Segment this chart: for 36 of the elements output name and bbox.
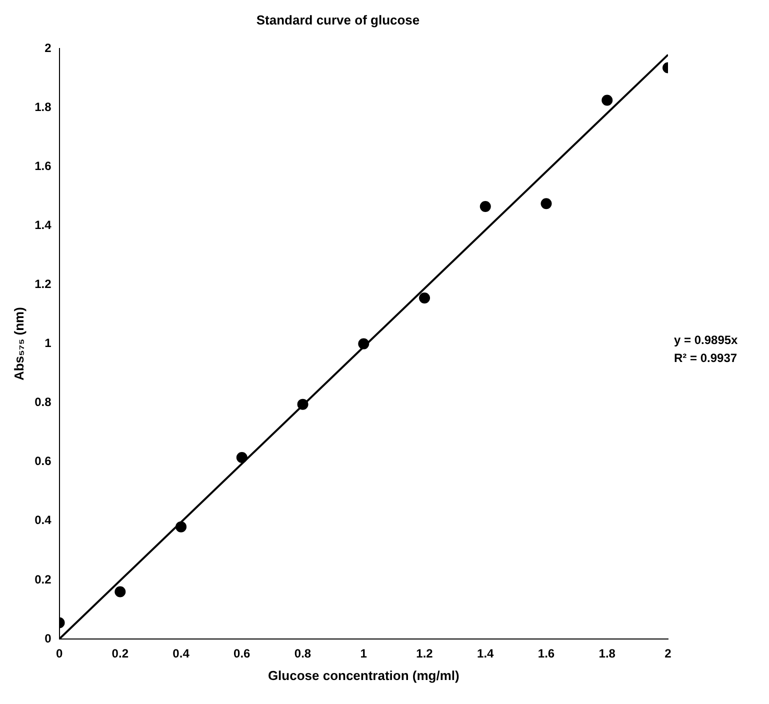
- y-tick-label: 1.4: [34, 218, 52, 232]
- x-tick-label: 0.6: [234, 646, 251, 661]
- point: [480, 201, 491, 212]
- x-tick-label: 1.2: [416, 646, 434, 661]
- y-tick-label: 0: [44, 631, 52, 646]
- x-tick-label: 1.6: [538, 646, 555, 661]
- y-tick-label: 1.2: [34, 277, 52, 292]
- text: R² = 0.9937: [674, 350, 738, 365]
- x-axis-title: Glucose concentration (mg/ml): [268, 668, 460, 683]
- x-tick-label: 2: [664, 646, 672, 661]
- chart-title: Standard curve of glucose: [256, 12, 420, 28]
- point: [540, 198, 552, 210]
- y-tick-label: 1.6: [34, 158, 52, 173]
- y-tick-label: 0.8: [34, 395, 52, 410]
- x-tick-label: 1.8: [598, 646, 616, 661]
- y-tick-label: 0.4: [34, 513, 52, 528]
- point: [114, 586, 126, 598]
- text: y = 0.9895x: [674, 332, 738, 347]
- x-tick-label: 0.4: [172, 646, 190, 661]
- x-tick-label: 1.4: [477, 646, 494, 661]
- y-tick-label: 2: [44, 40, 52, 55]
- point: [297, 398, 308, 410]
- x-tick-label: 0.2: [112, 646, 129, 661]
- point: [176, 521, 187, 532]
- point: [236, 452, 248, 463]
- point: [358, 338, 370, 350]
- x-tick-label: 0: [56, 646, 63, 661]
- x-tick-label: 0.8: [294, 646, 312, 661]
- point: [602, 94, 613, 106]
- y-axis-title: Abs₅₇₅ (nm): [11, 307, 26, 381]
- y-tick-label: 0.6: [34, 454, 52, 468]
- y-tick-label: 1.8: [34, 100, 52, 114]
- y-tick-label: 1: [44, 336, 52, 350]
- x-tick-label: 1: [360, 646, 368, 661]
- y-tick-label: 0.2: [34, 572, 52, 586]
- point: [419, 292, 430, 304]
